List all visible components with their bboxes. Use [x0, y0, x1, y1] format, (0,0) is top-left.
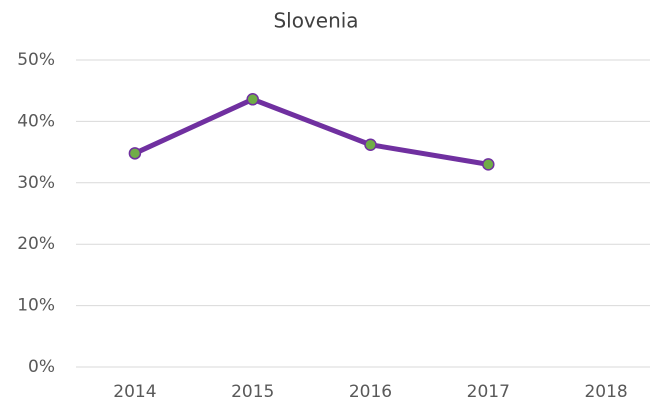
y-tick-label: 30% [17, 173, 55, 193]
data-point [364, 138, 377, 151]
y-tick-label: 40% [17, 111, 55, 131]
y-tick-label: 0% [28, 357, 55, 377]
x-tick-label: 2016 [349, 382, 392, 402]
x-tick-label: 2018 [584, 382, 627, 402]
y-tick-label: 20% [17, 234, 55, 254]
x-tick-label: 2015 [231, 382, 274, 402]
y-tick-label: 10% [17, 296, 55, 316]
x-tick-label: 2017 [467, 382, 510, 402]
chart-title: Slovenia [273, 9, 358, 33]
data-point [246, 93, 259, 106]
y-tick-label: 50% [17, 50, 55, 70]
data-line [133, 96, 489, 167]
data-point [128, 147, 142, 160]
data-point [482, 158, 495, 171]
x-tick-label: 2014 [113, 382, 156, 402]
